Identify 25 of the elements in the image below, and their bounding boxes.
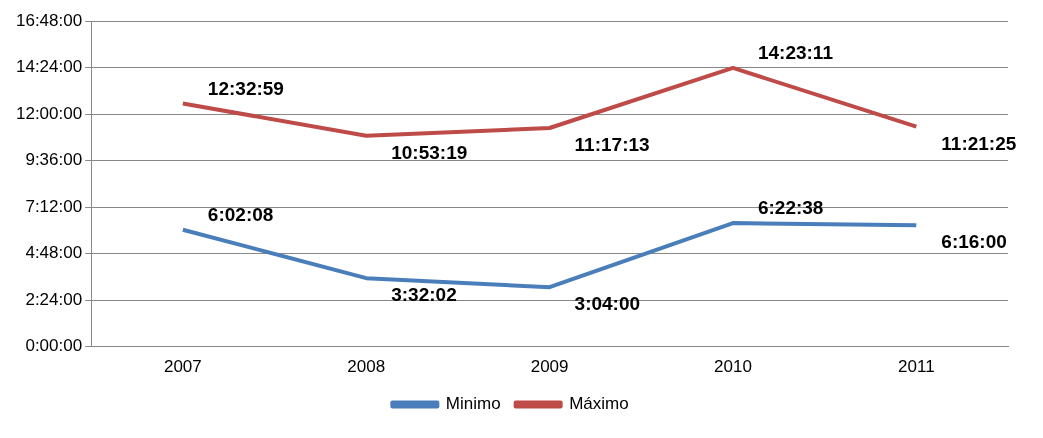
data-label: 3:32:02 — [391, 284, 457, 306]
data-label: 12:32:59 — [207, 77, 284, 99]
data-label: 6:16:00 — [941, 231, 1007, 253]
legend-label: Máximo — [569, 394, 629, 414]
x-tick-label: 2008 — [347, 357, 386, 377]
legend-label: Minimo — [445, 394, 501, 414]
data-label: 3:04:00 — [574, 293, 641, 315]
y-tick-label: 9:36:00 — [25, 150, 83, 170]
y-tick-label: 14:24:00 — [15, 57, 83, 77]
y-tick-label: 0:00:00 — [25, 336, 83, 356]
x-tick-label: 2007 — [163, 357, 202, 377]
x-tick-label: 2009 — [530, 357, 569, 377]
y-tick-label: 4:48:00 — [25, 243, 83, 263]
y-tick-label: 12:00:00 — [15, 103, 83, 123]
data-label: 11:17:13 — [574, 134, 650, 156]
x-tick-label: 2011 — [898, 357, 935, 377]
data-label: 11:21:25 — [941, 132, 1017, 154]
data-label: 6:02:08 — [207, 203, 274, 225]
y-tick-label: 16:48:00 — [15, 10, 83, 30]
y-tick-label: 7:12:00 — [25, 196, 83, 216]
x-tick-label: 2010 — [714, 357, 752, 377]
y-tick-label: 2:24:00 — [25, 289, 83, 309]
data-label: 14:23:11 — [757, 42, 834, 64]
data-label: 10:53:19 — [391, 141, 468, 163]
data-label: 6:22:38 — [757, 197, 824, 219]
